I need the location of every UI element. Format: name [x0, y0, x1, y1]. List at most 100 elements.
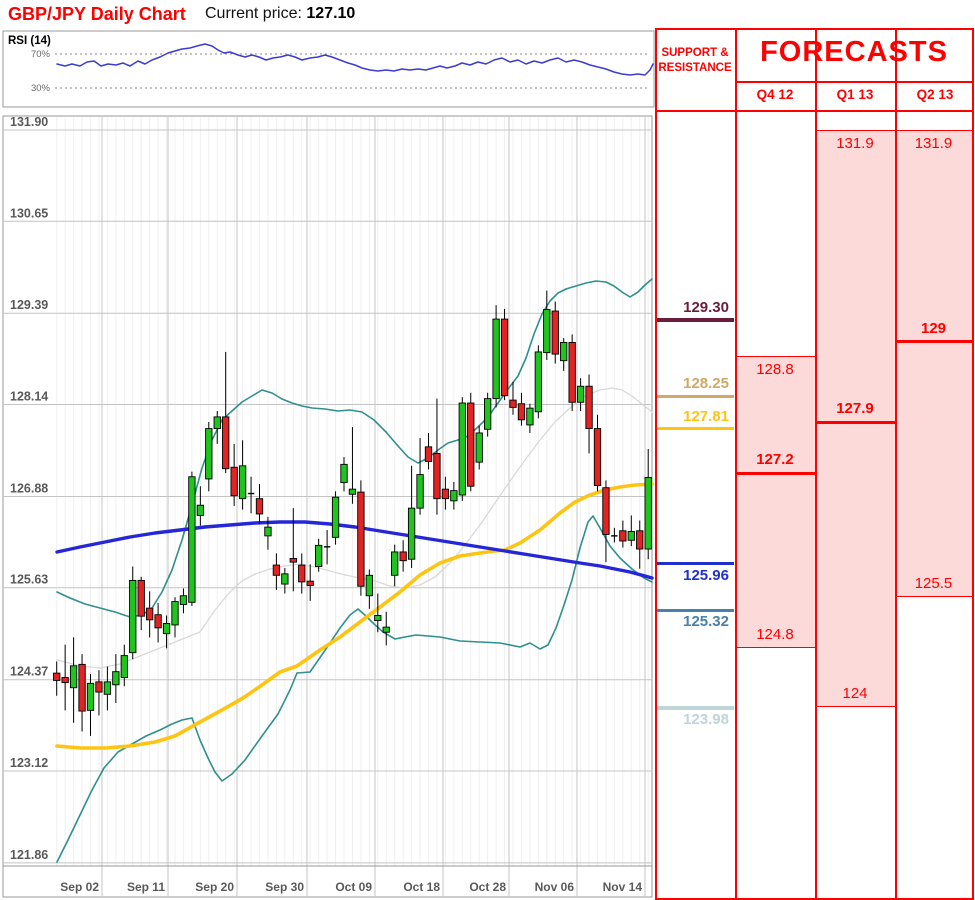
- bearish-candle: [61, 677, 69, 684]
- bullish-candle: [315, 544, 323, 567]
- bollinger-upper-line: [56, 278, 653, 618]
- bullish-candle: [382, 626, 390, 633]
- table-border-vertical: [972, 28, 974, 898]
- bullish-candle: [484, 398, 492, 430]
- sr-level-label: 127.81: [683, 407, 729, 425]
- bullish-candle: [475, 432, 483, 463]
- y-axis-label: 128.14: [10, 389, 48, 403]
- sr-header-line2: RESISTANCE: [658, 62, 732, 74]
- forecast-low-label: 125.5: [914, 575, 953, 593]
- bearish-candle: [357, 491, 365, 587]
- forecast-low-label: 124.8: [756, 626, 794, 644]
- y-axis-label: 129.39: [10, 298, 48, 312]
- sr-level-line: [657, 561, 734, 566]
- bearish-candle: [399, 551, 407, 562]
- bullish-candle: [458, 402, 466, 496]
- bearish-candle: [154, 614, 162, 629]
- bullish-candle: [543, 309, 551, 354]
- bearish-candle: [95, 681, 103, 693]
- bullish-candle: [196, 504, 204, 516]
- bullish-candle: [129, 579, 137, 654]
- sr-level-line: [657, 608, 734, 612]
- bullish-candle: [416, 474, 424, 509]
- sr-level-label: 125.32: [683, 613, 729, 631]
- forecast-high-label: 131.9: [836, 135, 874, 152]
- rsi-70-label: 70%: [31, 49, 51, 60]
- bearish-candle: [298, 564, 306, 583]
- table-border-vertical: [895, 28, 897, 898]
- y-axis-label: 124.37: [10, 665, 48, 679]
- bearish-candle: [568, 341, 576, 403]
- bullish-candle: [374, 615, 382, 622]
- table-border-bottom: [655, 898, 974, 900]
- forecast-range-q412: [735, 356, 815, 649]
- x-axis-label: Sep 02: [60, 880, 99, 894]
- forecast-mid-line: [735, 471, 815, 475]
- sr-level-line: [657, 426, 734, 431]
- x-axis-label: Oct 09: [335, 880, 372, 894]
- bullish-candle: [103, 681, 112, 695]
- bullish-candle: [627, 531, 635, 541]
- forecast-high-label: 128.8: [756, 361, 794, 379]
- table-border-under-title: [735, 81, 972, 83]
- bearish-candle: [222, 416, 230, 470]
- forecast-mid-label: 127.2: [756, 451, 794, 469]
- bullish-candle: [644, 477, 652, 550]
- bearish-candle: [53, 672, 61, 681]
- candlestick-series: [53, 290, 652, 736]
- y-axis-label: 125.63: [10, 573, 48, 587]
- table-border-vertical: [815, 28, 817, 898]
- forecast-mid-line: [895, 340, 972, 344]
- forecast-high-label: 131.9: [914, 135, 953, 152]
- x-axis-label: Oct 28: [469, 880, 506, 894]
- bullish-candle: [492, 318, 500, 400]
- bearish-candle: [137, 579, 145, 617]
- bullish-candle: [213, 416, 221, 430]
- bearish-candle: [551, 310, 559, 355]
- forecasts-title: FORECASTS: [760, 36, 948, 68]
- bullish-candle: [407, 507, 416, 560]
- x-axis-label: Oct 18: [403, 880, 440, 894]
- bearish-candle: [145, 607, 154, 621]
- y-axis-label: 121.86: [10, 848, 48, 862]
- current-price: Current price: 127.10: [205, 5, 355, 23]
- rsi-indicator-label: RSI (14): [8, 35, 51, 47]
- bullish-candle: [340, 463, 348, 484]
- sma-slow-line: [55, 482, 654, 750]
- sr-level-line: [657, 706, 734, 710]
- bearish-candle: [619, 530, 627, 542]
- bearish-candle: [424, 446, 433, 462]
- bearish-candle: [467, 402, 475, 487]
- bearish-candle: [509, 399, 517, 408]
- support-resistance-header: SUPPORT & RESISTANCE: [656, 46, 734, 76]
- x-axis-label: Sep 11: [127, 880, 165, 894]
- forecast-mid-line: [815, 420, 895, 424]
- bullish-candle: [120, 655, 128, 678]
- bullish-candle: [348, 488, 357, 495]
- bullish-candle: [331, 496, 340, 538]
- bullish-candle: [391, 551, 399, 576]
- sr-level-label: 125.96: [683, 566, 729, 584]
- table-border-vertical: [735, 28, 737, 898]
- sma-fast-line: [55, 520, 654, 580]
- bearish-candle: [593, 428, 602, 486]
- y-axis-label: 131.90: [10, 115, 48, 129]
- forecast-mid-label: 129: [920, 319, 947, 337]
- column-header-q4-12: Q4 12: [756, 87, 794, 102]
- sr-header-line1: SUPPORT &: [661, 47, 729, 59]
- bullish-candle: [238, 465, 247, 500]
- sr-level-line: [657, 394, 734, 398]
- x-axis-label: Nov 06: [535, 880, 575, 894]
- bearish-candle: [602, 487, 610, 535]
- bullish-candle: [179, 595, 188, 605]
- bullish-candle: [365, 574, 373, 597]
- bearish-candle: [585, 385, 593, 430]
- forecast-mid-label: 127.9: [836, 400, 874, 417]
- table-border-under-headers: [655, 110, 972, 112]
- sr-level-line: [657, 318, 734, 322]
- bullish-candle: [450, 490, 458, 502]
- y-axis-label: 130.65: [10, 206, 48, 220]
- sr-level-label: 129.30: [683, 298, 729, 316]
